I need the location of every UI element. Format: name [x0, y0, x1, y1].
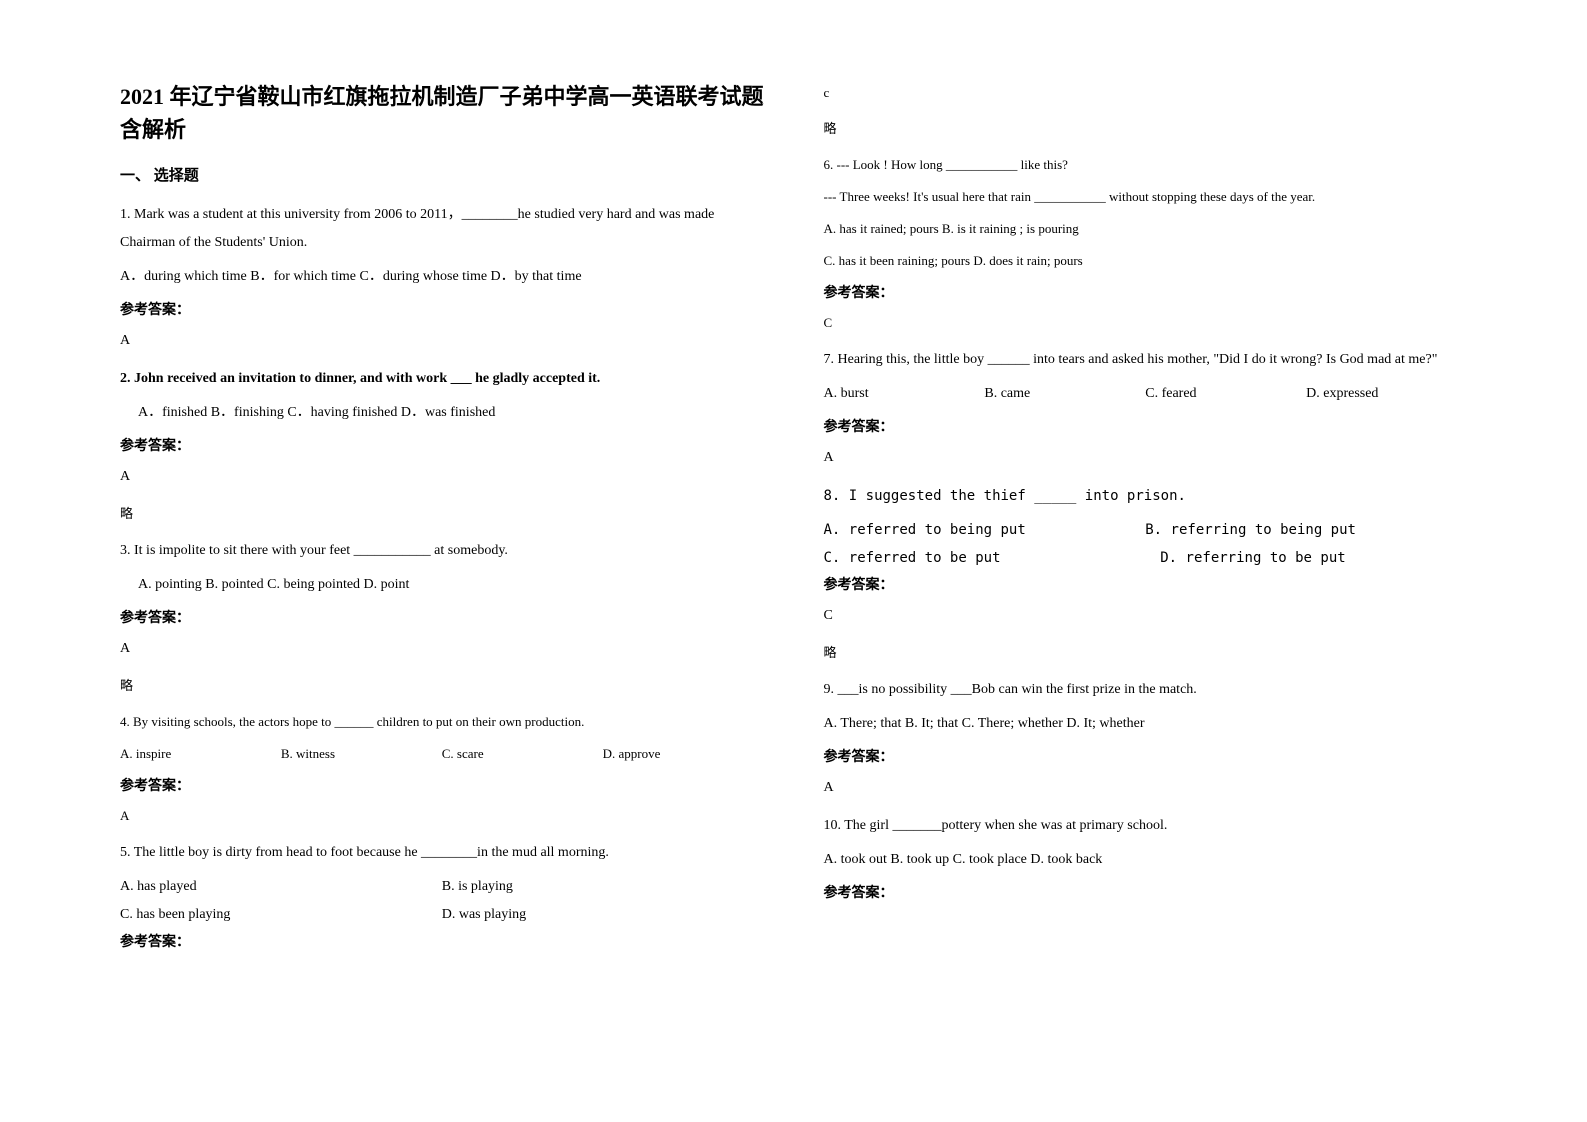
- q7-opt-a: A. burst: [824, 380, 985, 408]
- q4-options: A. inspire B. witness C. scare D. approv…: [120, 741, 764, 767]
- left-column: 2021 年辽宁省鞍山市红旗拖拉机制造厂子弟中学高一英语联考试题含解析 一、 选…: [100, 80, 794, 1082]
- q8-opt-d: D. referring to be put: [1130, 544, 1467, 572]
- q1-answer: A: [120, 327, 764, 355]
- q1-answer-label: 参考答案：: [120, 297, 764, 325]
- q2-text: 2. John received an invitation to dinner…: [120, 365, 764, 393]
- q2-answer-label: 参考答案：: [120, 433, 764, 461]
- q8-options-row2: C. referred to be put D. referring to be…: [824, 544, 1468, 572]
- q3-options: A. pointing B. pointed C. being pointed …: [120, 571, 764, 599]
- q10-text: 10. The girl _______pottery when she was…: [824, 812, 1468, 840]
- q2-note: 略: [120, 501, 764, 527]
- q2-answer: A: [120, 463, 764, 491]
- q10-answer-label: 参考答案：: [824, 880, 1468, 908]
- q5-answer-label: 参考答案：: [120, 929, 764, 957]
- q9-text: 9. ___is no possibility ___Bob can win t…: [824, 676, 1468, 704]
- right-column: c 略 6. --- Look ! How long ___________ l…: [794, 80, 1488, 1082]
- q8-options-row1: A. referred to being put B. referring to…: [824, 516, 1468, 544]
- q5-text: 5. The little boy is dirty from head to …: [120, 839, 764, 867]
- q5-note: 略: [824, 116, 1468, 142]
- section-heading: 一、 选择题: [120, 164, 764, 185]
- q3-text: 3. It is impolite to sit there with your…: [120, 537, 764, 565]
- q4-answer: A: [120, 803, 764, 829]
- q6-answer: C: [824, 310, 1468, 336]
- q5-options-row2: C. has been playing D. was playing: [120, 901, 764, 929]
- q4-text: 4. By visiting schools, the actors hope …: [120, 709, 764, 735]
- q8-note: 略: [824, 640, 1468, 666]
- q8-opt-b: B. referring to being put: [1145, 516, 1467, 544]
- q5-opt-c: C. has been playing: [120, 901, 442, 929]
- q7-answer: A: [824, 444, 1468, 472]
- q4-opt-a: A. inspire: [120, 741, 281, 767]
- q8-text: 8. I suggested the thief _____ into pris…: [824, 482, 1468, 510]
- q4-opt-b: B. witness: [281, 741, 442, 767]
- q10-options: A. took out B. took up C. took place D. …: [824, 846, 1468, 874]
- q6-options-line2: C. has it been raining; pours D. does it…: [824, 248, 1468, 274]
- q1-options: A．during which time B．for which time C．d…: [120, 263, 764, 291]
- q5-options-row1: A. has played B. is playing: [120, 873, 764, 901]
- q1-text: 1. Mark was a student at this university…: [120, 201, 764, 257]
- q8-opt-a: A. referred to being put: [824, 516, 1146, 544]
- q7-opt-d: D. expressed: [1306, 380, 1467, 408]
- q3-answer: A: [120, 635, 764, 663]
- q4-opt-c: C. scare: [442, 741, 603, 767]
- q5-answer: c: [824, 80, 1468, 106]
- q5-opt-d: D. was playing: [442, 901, 764, 929]
- q5-opt-b: B. is playing: [442, 873, 764, 901]
- q4-opt-d: D. approve: [603, 741, 764, 767]
- q7-text: 7. Hearing this, the little boy ______ i…: [824, 346, 1468, 374]
- q6-text1: 6. --- Look ! How long ___________ like …: [824, 152, 1468, 178]
- q8-answer-label: 参考答案：: [824, 572, 1468, 600]
- exam-title: 2021 年辽宁省鞍山市红旗拖拉机制造厂子弟中学高一英语联考试题含解析: [120, 80, 764, 146]
- q7-opt-c: C. feared: [1145, 380, 1306, 408]
- q6-text2: --- Three weeks! It's usual here that ra…: [824, 184, 1468, 210]
- q4-answer-label: 参考答案：: [120, 773, 764, 801]
- q3-answer-label: 参考答案：: [120, 605, 764, 633]
- q9-options: A. There; that B. It; that C. There; whe…: [824, 710, 1468, 738]
- q2-options: A．finished B．finishing C．having finished…: [120, 399, 764, 427]
- q3-note: 略: [120, 673, 764, 699]
- q8-answer: C: [824, 602, 1468, 630]
- q7-options: A. burst B. came C. feared D. expressed: [824, 380, 1468, 408]
- q6-options-line1: A. has it rained; pours B. is it raining…: [824, 216, 1468, 242]
- q9-answer-label: 参考答案：: [824, 744, 1468, 772]
- q9-answer: A: [824, 774, 1468, 802]
- q6-answer-label: 参考答案：: [824, 280, 1468, 308]
- q5-opt-a: A. has played: [120, 873, 442, 901]
- q7-opt-b: B. came: [984, 380, 1145, 408]
- q8-opt-c: C. referred to be put: [824, 544, 1131, 572]
- q7-answer-label: 参考答案：: [824, 414, 1468, 442]
